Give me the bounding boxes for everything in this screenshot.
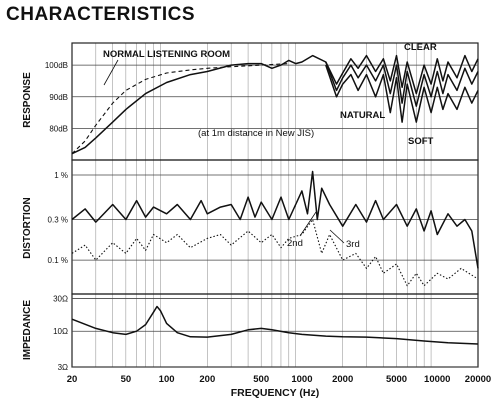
y-axis-label-impedance: IMPEDANCE: [22, 300, 33, 360]
y-axis-label-response: RESPONSE: [22, 72, 33, 128]
series-label-natural: NATURAL: [340, 110, 385, 121]
y-tick-label: 30Ω: [53, 295, 68, 304]
x-tick-label: 2000: [332, 374, 353, 385]
series-label-clear: CLEAR: [404, 42, 437, 53]
series-line-3rd: [71, 218, 479, 287]
x-tick-label: 1000: [291, 374, 312, 385]
series-line-normal-listening-room: [71, 63, 289, 155]
page-title: CHARACTERISTICS: [6, 4, 196, 25]
measurement-note: (at 1m distance in New JIS): [198, 128, 314, 139]
y-axis-label-distortion: DISTORTION: [22, 197, 33, 258]
x-tick-label: 100: [159, 374, 175, 385]
series-label-soft: SOFT: [408, 136, 434, 147]
x-tick-label: 20000: [465, 374, 491, 385]
y-tick-label: 0.3 %: [48, 216, 68, 225]
annotation-leader-line: [329, 229, 345, 244]
x-tick-label: 10000: [424, 374, 450, 385]
annotation-leader-line: [299, 211, 317, 237]
series-label-normal-listening-room: NORMAL LISTENING ROOM: [103, 49, 230, 60]
x-tick-label: 50: [121, 374, 132, 385]
y-tick-label: 3Ω: [58, 363, 68, 372]
series-line-2nd: [71, 170, 479, 269]
series-label-3rd: 3rd: [346, 239, 360, 250]
series-line-clear: [71, 54, 479, 155]
x-tick-label: 500: [253, 374, 269, 385]
x-tick-label: 5000: [386, 374, 407, 385]
x-tick-label: 20: [67, 374, 78, 385]
series-label-2nd: 2nd: [287, 238, 303, 249]
x-tick-label: 200: [199, 374, 215, 385]
series-line-soft: [325, 64, 479, 123]
y-tick-label: 10Ω: [53, 327, 68, 336]
y-tick-label: 1 %: [54, 171, 68, 180]
y-tick-label: 80dB: [49, 124, 68, 133]
series-line-natural: [325, 61, 479, 107]
y-tick-label: 100dB: [45, 61, 68, 70]
x-axis-label: FREQUENCY (Hz): [231, 387, 319, 399]
y-tick-label: 90dB: [49, 93, 68, 102]
y-tick-label: 0.1 %: [48, 256, 68, 265]
series-line-impedance: [71, 305, 479, 345]
annotation-leader-line: [103, 59, 119, 86]
